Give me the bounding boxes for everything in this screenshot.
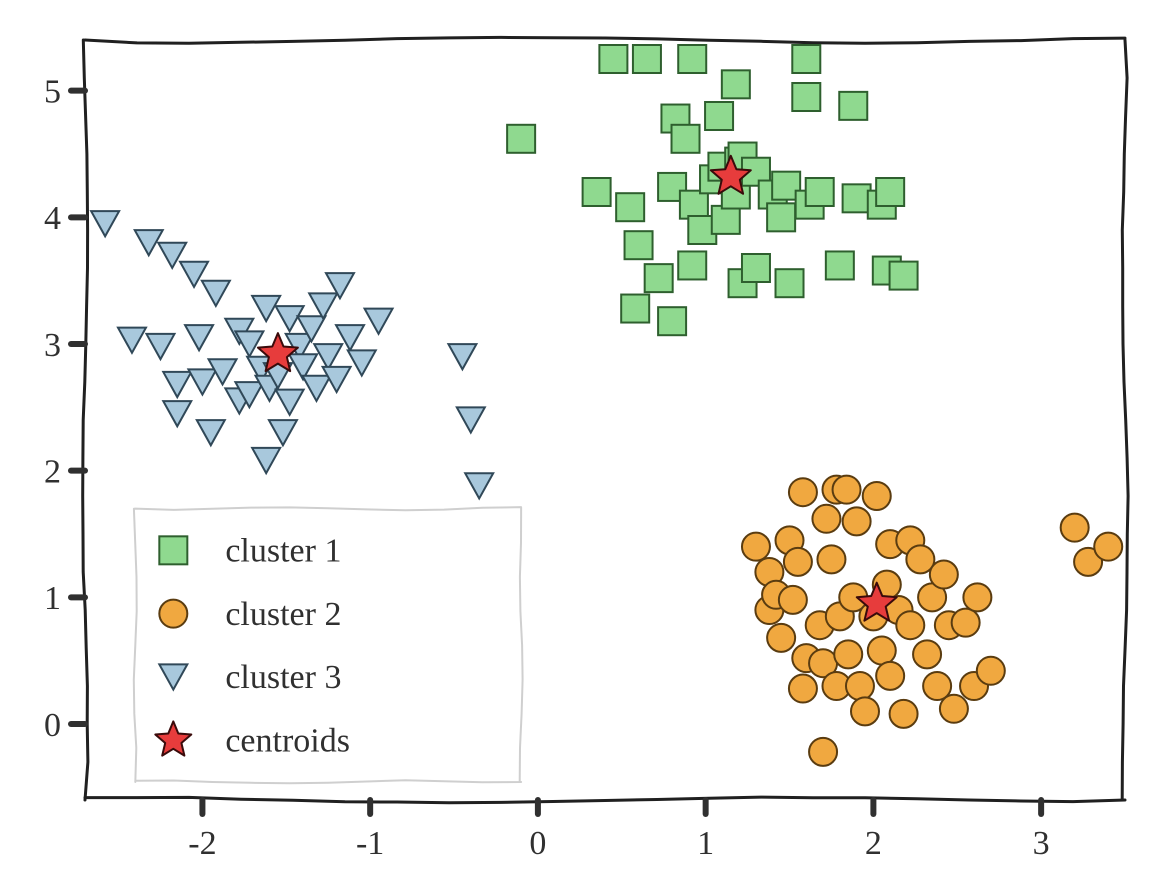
cluster1-marker bbox=[678, 45, 706, 73]
cluster1-marker bbox=[890, 262, 918, 290]
cluster3-marker bbox=[276, 390, 304, 415]
cluster3-marker bbox=[163, 372, 191, 397]
cluster1-marker bbox=[633, 45, 661, 73]
cluster2-marker bbox=[952, 609, 980, 637]
cluster2-marker bbox=[851, 697, 879, 725]
cluster1-marker bbox=[712, 206, 740, 234]
cluster3-marker bbox=[365, 309, 393, 334]
x-tick-label: 1 bbox=[697, 825, 714, 862]
x-tick-label: -2 bbox=[188, 825, 216, 862]
cluster1-marker bbox=[767, 203, 795, 231]
cluster2-marker bbox=[863, 482, 891, 510]
cluster2-marker bbox=[940, 695, 968, 723]
cluster1-marker bbox=[792, 83, 820, 111]
cluster3-marker bbox=[348, 350, 376, 375]
cluster3-marker bbox=[185, 325, 213, 350]
cluster3-marker bbox=[146, 334, 174, 359]
cluster3-marker bbox=[252, 448, 280, 473]
cluster2-marker bbox=[812, 505, 840, 533]
cluster2-marker bbox=[1094, 533, 1122, 561]
cluster2-marker bbox=[913, 640, 941, 668]
cluster3-marker bbox=[302, 376, 330, 401]
x-tick-label: 2 bbox=[865, 825, 882, 862]
cluster2-marker bbox=[963, 583, 991, 611]
y-tick-label: 1 bbox=[44, 580, 61, 617]
y-tick-label: 5 bbox=[44, 74, 61, 111]
legend-label-cluster3: cluster 3 bbox=[225, 659, 341, 696]
series-cluster1 bbox=[507, 45, 917, 335]
y-tick-label: 2 bbox=[44, 454, 61, 491]
cluster3-marker bbox=[91, 211, 119, 236]
cluster3-marker bbox=[197, 420, 225, 445]
cluster3-marker bbox=[457, 407, 485, 432]
cluster3-marker bbox=[118, 328, 146, 353]
cluster3-marker bbox=[465, 473, 493, 498]
cluster2-marker bbox=[977, 657, 1005, 685]
cluster2-marker bbox=[742, 533, 770, 561]
cluster2-marker bbox=[809, 738, 837, 766]
cluster3-marker bbox=[188, 369, 216, 394]
cluster2-marker bbox=[876, 662, 904, 690]
legend-marker-cluster1 bbox=[159, 536, 187, 564]
cluster2-marker bbox=[834, 640, 862, 668]
cluster1-marker bbox=[645, 264, 673, 292]
cluster1-marker bbox=[792, 45, 820, 73]
cluster3-marker bbox=[163, 401, 191, 426]
cluster2-marker bbox=[817, 545, 845, 573]
cluster1-marker bbox=[599, 45, 627, 73]
cluster2-marker bbox=[767, 624, 795, 652]
cluster1-marker bbox=[876, 178, 904, 206]
cluster2-marker bbox=[930, 561, 958, 589]
cluster1-marker bbox=[806, 178, 834, 206]
cluster3-marker bbox=[202, 281, 230, 306]
cluster1-marker bbox=[658, 307, 686, 335]
series-cluster3 bbox=[91, 211, 493, 498]
cluster2-marker bbox=[779, 586, 807, 614]
legend-label-cluster1: cluster 1 bbox=[225, 533, 341, 570]
cluster1-marker bbox=[507, 125, 535, 153]
cluster3-marker bbox=[309, 293, 337, 318]
cluster-scatter-chart: -2-10123012345cluster 1cluster 2cluster … bbox=[0, 0, 1152, 896]
cluster1-marker bbox=[722, 70, 750, 98]
cluster1-marker bbox=[583, 178, 611, 206]
x-tick-label: 3 bbox=[1033, 825, 1050, 862]
x-tick-label: -1 bbox=[356, 825, 384, 862]
cluster1-marker bbox=[680, 191, 708, 219]
legend-label-centroids: centroids bbox=[225, 723, 350, 760]
cluster2-marker bbox=[896, 611, 924, 639]
cluster1-marker bbox=[705, 102, 733, 130]
cluster2-marker bbox=[890, 700, 918, 728]
legend-label-cluster2: cluster 2 bbox=[225, 596, 341, 633]
legend-marker-cluster2 bbox=[159, 600, 187, 628]
cluster1-marker bbox=[742, 254, 770, 282]
x-tick-label: 0 bbox=[529, 825, 546, 862]
cluster1-marker bbox=[678, 251, 706, 279]
cluster2-marker bbox=[868, 637, 896, 665]
cluster1-marker bbox=[625, 231, 653, 259]
y-tick-label: 3 bbox=[44, 327, 61, 364]
cluster1-marker bbox=[616, 193, 644, 221]
cluster2-marker bbox=[1061, 514, 1089, 542]
cluster1-marker bbox=[843, 184, 871, 212]
series-cluster2 bbox=[742, 476, 1122, 766]
cluster2-marker bbox=[789, 675, 817, 703]
cluster1-marker bbox=[672, 125, 700, 153]
cluster3-marker bbox=[314, 344, 342, 369]
cluster2-marker bbox=[846, 672, 874, 700]
cluster1-marker bbox=[776, 269, 804, 297]
legend: cluster 1 cluster 2 cluster 3 centroids bbox=[134, 507, 523, 783]
y-tick-label: 0 bbox=[44, 707, 61, 744]
cluster2-marker bbox=[784, 548, 812, 576]
cluster1-marker bbox=[621, 295, 649, 323]
cluster1-marker bbox=[839, 92, 867, 120]
cluster2-marker bbox=[833, 476, 861, 504]
cluster3-marker bbox=[448, 344, 476, 369]
cluster1-marker bbox=[826, 251, 854, 279]
cluster3-marker bbox=[269, 420, 297, 445]
cluster2-marker bbox=[789, 478, 817, 506]
y-tick-label: 4 bbox=[44, 200, 61, 237]
cluster2-marker bbox=[843, 507, 871, 535]
